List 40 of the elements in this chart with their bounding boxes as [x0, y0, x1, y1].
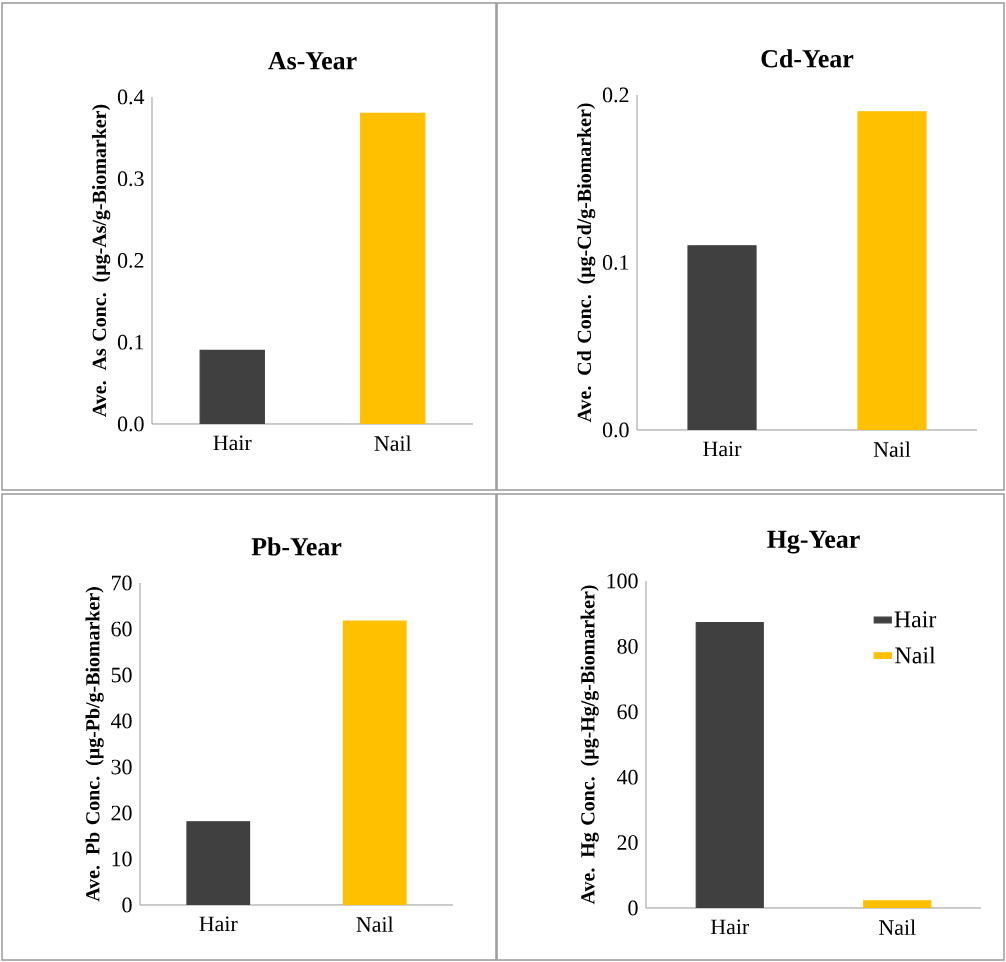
- y-tick-label: 0.0: [602, 422, 629, 438]
- y-tick-label: 0.1: [117, 334, 144, 350]
- y-tick-label: 0.2: [602, 87, 629, 103]
- y-tick-label: 0: [628, 900, 638, 916]
- y-tick-label: 10: [112, 851, 132, 867]
- y-tick-label: 70: [112, 575, 132, 591]
- y-tick-label: 40: [617, 769, 638, 785]
- chart-title: As-Year: [268, 52, 357, 70]
- y-tick-label: 0.0: [117, 416, 144, 432]
- y-tick-label: 80: [617, 638, 638, 654]
- y-axis-title: Ave. As Conc. (µg-As/g-Biomarker): [92, 104, 111, 417]
- y-tick-label: 100: [607, 573, 638, 589]
- y-tick-label: 30: [111, 759, 132, 775]
- y-tick-label: 60: [617, 704, 638, 720]
- y-tick-label: 20: [111, 805, 132, 821]
- x-tick-label: Nail: [356, 916, 394, 932]
- y-tick-label: 0.4: [117, 89, 145, 105]
- y-axis-title: Ave. Cd Conc. (µg-Cd/g-Biomarker): [577, 103, 596, 423]
- y-tick-label: 40: [110, 713, 132, 729]
- y-axis-title: Ave. Pb Conc. (µg-Pb/g-Biomarker): [85, 587, 104, 902]
- y-axis-title: Ave. Hg Conc. (µg-Hg/g-Biomarker): [580, 585, 599, 905]
- x-tick-label: Nail: [879, 919, 916, 935]
- x-tick-label: Hair: [199, 916, 238, 932]
- y-tick-label: 0.1: [602, 255, 629, 270]
- y-tick-label: 20: [617, 835, 638, 850]
- y-tick-label: 0.2: [117, 253, 144, 268]
- chart-title: Hg-Year: [767, 530, 860, 554]
- x-tick-label: Hair: [213, 435, 252, 451]
- x-tick-label: Hair: [710, 919, 750, 935]
- x-tick-label: Hair: [703, 441, 742, 457]
- legend-label: Nail: [895, 646, 936, 664]
- chart-title: Pb-Year: [251, 537, 342, 556]
- chart-title: Cd-Year: [761, 49, 854, 68]
- legend-label: Hair: [894, 611, 937, 628]
- y-tick-label: 60: [111, 621, 132, 637]
- y-tick-label: 0: [122, 897, 132, 913]
- y-tick-label: 0.3: [117, 171, 144, 187]
- x-tick-label: Nail: [374, 435, 412, 451]
- y-tick-label: 50: [111, 667, 132, 683]
- x-tick-label: Nail: [873, 441, 911, 457]
